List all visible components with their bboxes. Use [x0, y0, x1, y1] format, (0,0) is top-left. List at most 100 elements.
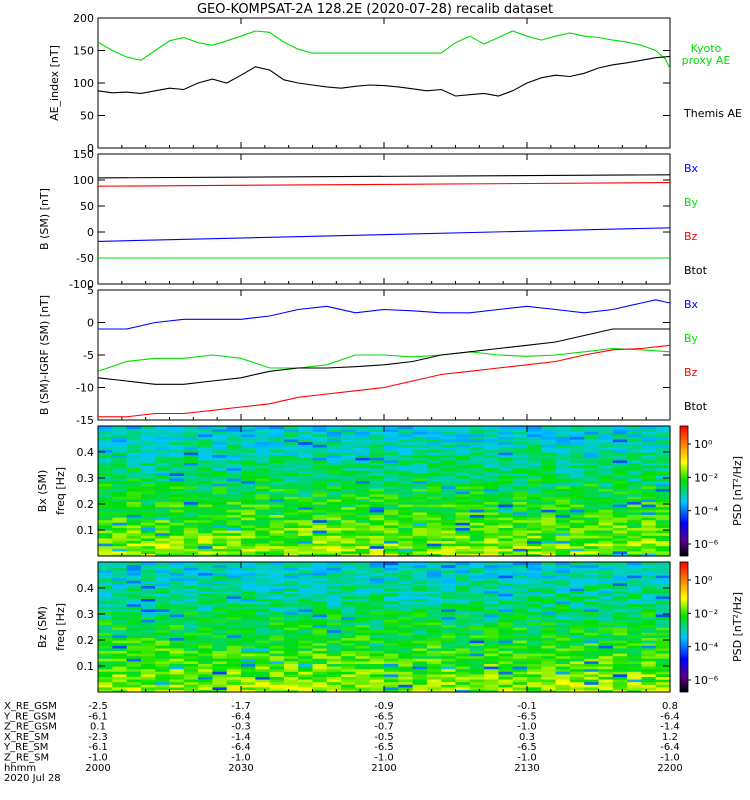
y-tick-label: 0.3 — [77, 472, 95, 485]
spectrogram-cell — [226, 452, 242, 456]
spectrogram-cell — [627, 634, 642, 638]
spectrogram-cell — [512, 598, 528, 602]
spectrogram-cell — [355, 550, 371, 554]
spectrogram-cell — [527, 614, 542, 618]
spectrogram-cell — [226, 462, 242, 466]
spectrogram-cell — [241, 524, 256, 528]
ephemeris-value: -2.3 — [88, 732, 108, 743]
spectrogram-cell — [326, 663, 342, 667]
spectrogram-cell — [212, 588, 228, 592]
spectrogram-cell — [584, 553, 600, 557]
spectrogram-cell — [641, 668, 657, 672]
spectrogram-cell — [426, 462, 442, 466]
spectrogram-cell — [569, 530, 585, 534]
spectrogram-cell — [312, 640, 328, 644]
spectrogram-cell — [369, 686, 385, 690]
spectrogram-cell — [241, 446, 256, 450]
spectrogram-cell — [498, 606, 514, 610]
spectrogram-cell — [312, 627, 328, 631]
spectrogram-cell — [241, 588, 256, 592]
spectrogram-cell — [469, 660, 485, 664]
spectrogram-cell — [612, 681, 628, 685]
spectrogram-cell — [98, 519, 113, 523]
spectrogram-cell — [555, 519, 571, 523]
spectrogram-cell — [241, 580, 256, 584]
spectrogram-cell — [512, 679, 528, 683]
spectrogram-cell — [112, 478, 128, 482]
spectrogram-cell — [384, 459, 399, 463]
spectrogram-cell — [541, 601, 557, 605]
spectrogram-cell — [498, 660, 514, 664]
spectrogram-cell — [398, 543, 414, 547]
spectrogram-cell — [355, 681, 371, 685]
spectrogram-cell — [469, 632, 485, 636]
spectrogram-cell — [198, 588, 213, 592]
spectrogram-cell — [441, 514, 457, 518]
spectrogram-cell — [641, 449, 657, 453]
spectrogram-cell — [298, 545, 314, 549]
spectrogram-cell — [269, 588, 285, 592]
spectrogram-cell — [398, 650, 414, 654]
spectrogram-cell — [98, 676, 113, 680]
spectrogram-cell — [627, 472, 642, 476]
spectrogram-cell — [584, 619, 600, 623]
spectrogram-cell — [455, 548, 471, 552]
spectrogram-cell — [441, 567, 457, 571]
spectrogram-cell — [398, 504, 414, 508]
spectrogram-cell — [226, 671, 242, 675]
spectrogram-cell — [555, 514, 571, 518]
spectrogram-cell — [627, 501, 642, 505]
spectrogram-cell — [269, 569, 285, 573]
spectrogram-cell — [641, 509, 657, 513]
spectrogram-cell — [484, 601, 499, 605]
spectrogram-cell — [198, 543, 213, 547]
spectrogram-cell — [498, 527, 514, 531]
spectrogram-cell — [140, 457, 156, 461]
spectrogram-cell — [198, 580, 213, 584]
spectrogram-cell — [241, 475, 256, 479]
spectrogram-cell — [126, 601, 142, 605]
spectrogram-cell — [112, 580, 128, 584]
spectrogram-cell — [426, 627, 442, 631]
spectrogram-cell — [627, 519, 642, 523]
spectrogram-cell — [126, 496, 142, 500]
spectrogram-cell — [241, 498, 256, 502]
spectrogram-cell — [541, 624, 557, 628]
spectrogram-cell — [398, 666, 414, 670]
spectrogram-cell — [312, 684, 328, 688]
spectrogram-cell — [627, 593, 642, 597]
y-axis-label: AE_index [nT] — [48, 45, 61, 121]
spectrogram-cell — [269, 679, 285, 683]
spectrogram-cell — [283, 681, 299, 685]
spectrogram-cell — [98, 553, 113, 557]
spectrogram-cell — [612, 428, 628, 432]
spectrogram-cell — [555, 454, 571, 458]
spectrogram-cell — [369, 629, 385, 633]
spectrogram-cell — [269, 530, 285, 534]
spectrogram-cell — [140, 611, 156, 615]
spectrogram-cell — [226, 564, 242, 568]
spectrogram-cell — [584, 475, 600, 479]
spectrogram-cell — [298, 532, 314, 536]
spectrogram-cell — [627, 493, 642, 497]
spectrogram-cell — [584, 663, 600, 667]
spectrogram-cell — [341, 483, 356, 487]
spectrogram-cell — [241, 472, 256, 476]
spectrogram-cell — [569, 498, 585, 502]
spectrogram-cell — [426, 457, 442, 461]
spectrogram-cell — [183, 585, 199, 589]
spectrogram-cell — [112, 575, 128, 579]
spectrogram-cell — [312, 585, 328, 589]
spectrogram-cell — [426, 658, 442, 662]
spectrogram-cell — [655, 642, 671, 646]
spectrogram-cell — [126, 676, 142, 680]
spectrogram-cell — [598, 465, 614, 469]
spectrogram-cell — [384, 645, 399, 649]
spectrogram-cell — [641, 666, 657, 670]
spectrogram-cell — [598, 483, 614, 487]
spectrogram-cell — [255, 642, 271, 646]
spectrogram-cell — [155, 470, 171, 474]
spectrogram-cell — [384, 572, 399, 576]
spectrogram-cell — [484, 585, 499, 589]
spectrogram-cell — [198, 673, 213, 677]
